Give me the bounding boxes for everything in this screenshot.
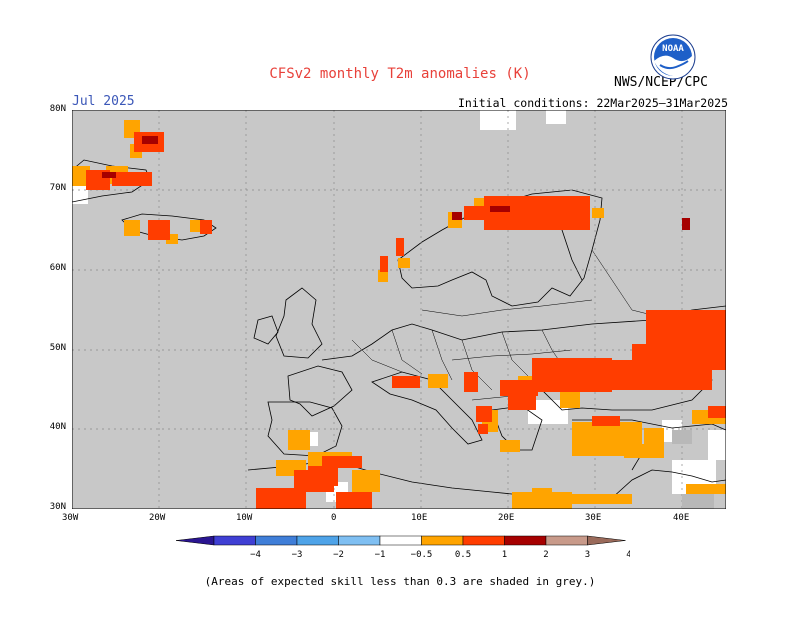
colorbar-tick-label: −4 (250, 550, 261, 560)
country-borders (351, 249, 673, 401)
colorbar-swatch (213, 535, 256, 546)
colorbar: −4 −3 −2 −1 −0.5 0.5 1 2 3 4 (175, 535, 630, 560)
colorbar-swatch (504, 535, 547, 546)
colorbar-tick-label: −2 (333, 550, 344, 560)
colorbar-swatch (462, 535, 505, 546)
lon-label: 20E (498, 513, 515, 523)
logo-text: NOAA (662, 44, 684, 54)
initial-conditions: Initial conditions: 22Mar2025–31Mar2025 (457, 96, 728, 110)
anomaly-darkred (102, 136, 690, 230)
colorbar-tick-label: −1 (375, 550, 386, 560)
colorbar-tick-label: 2 (543, 550, 548, 560)
colorbar-left-arrow (175, 535, 215, 546)
lon-label: 30E (585, 513, 602, 523)
colorbar-tick-label: −3 (292, 550, 303, 560)
agency-label: NWS/NCEP/CPC (614, 75, 708, 90)
chart-title: CFSv2 monthly T2m anomalies (K) (269, 66, 531, 82)
forecast-month: Jul 2025 (72, 94, 135, 109)
lon-label: 0 (331, 513, 337, 523)
lat-label: 50N (49, 343, 66, 353)
colorbar-swatch (296, 535, 339, 546)
colorbar-tick-label: 0.5 (455, 550, 471, 560)
colorbar-swatch (255, 535, 298, 546)
skill-footnote: (Areas of expected skill less than 0.3 a… (204, 575, 596, 588)
colorbar-swatches (175, 535, 626, 546)
lat-label: 70N (49, 183, 66, 193)
colorbar-tick-label: 4 (626, 550, 630, 560)
lon-label: 40E (673, 513, 690, 523)
colorbar-swatch (338, 535, 381, 546)
lon-label: 20W (149, 513, 166, 523)
longitude-axis: 30W 20W 10W 0 10E 20E 30E 40E (0, 513, 800, 527)
colorbar-right-arrow (587, 535, 626, 546)
lat-label: 40N (49, 422, 66, 432)
colorbar-swatch (421, 535, 464, 546)
latitude-axis: 80N 70N 60N 50N 40N 30N (36, 104, 66, 524)
lon-label: 10E (411, 513, 428, 523)
colorbar-tick-label: −0.5 (411, 550, 433, 560)
colorbar-tick-label: 3 (585, 550, 590, 560)
colorbar-swatch (379, 535, 422, 546)
colorbar-tick-label: 1 (502, 550, 507, 560)
lat-label: 60N (49, 263, 66, 273)
colorbar-labels: −4 −3 −2 −1 −0.5 0.5 1 2 3 4 (250, 550, 630, 560)
lon-label: 30W (62, 513, 79, 523)
lat-label: 80N (49, 104, 66, 114)
noaa-logo: NOAA (650, 34, 696, 80)
colorbar-swatch (545, 535, 588, 546)
anomaly-map (72, 110, 726, 509)
low-skill-grey (672, 430, 714, 509)
graticule (72, 110, 726, 509)
lon-label: 10W (236, 513, 253, 523)
lat-label: 30N (49, 502, 66, 512)
